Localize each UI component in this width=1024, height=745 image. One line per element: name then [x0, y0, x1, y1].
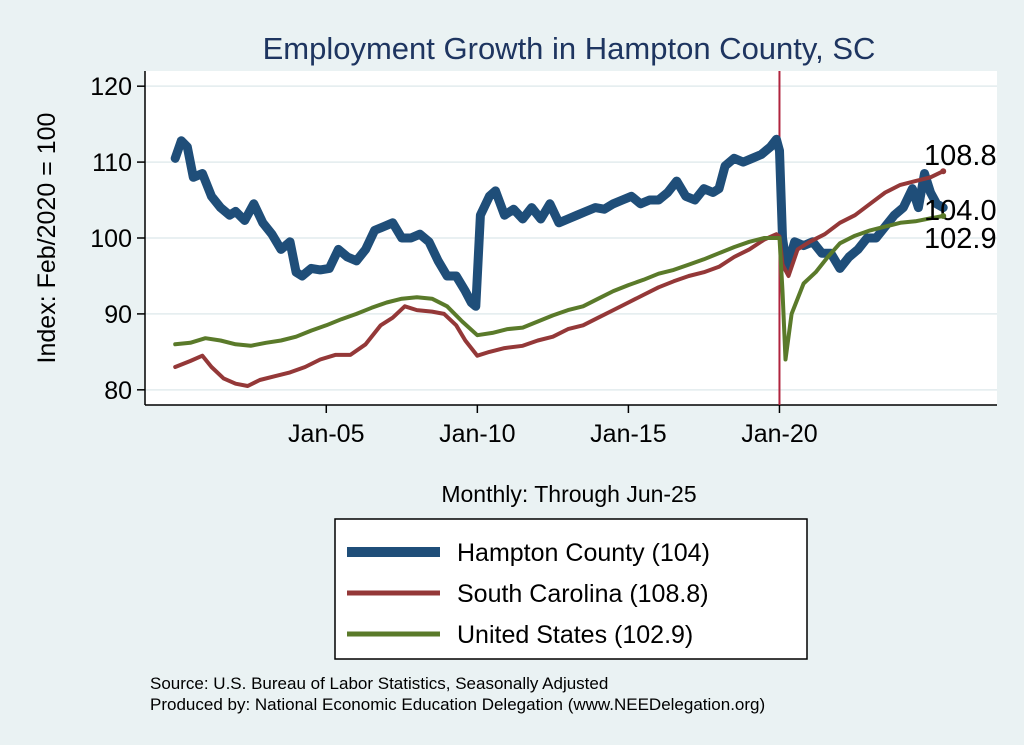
series-lines [170, 134, 948, 388]
series-line-hampton-county [170, 134, 948, 311]
x-tick-label: Jan-05 [288, 420, 364, 448]
source-note: Source: U.S. Bureau of Labor Statistics,… [150, 674, 608, 693]
y-axis-ticks: 80 90 100 110 120 [90, 73, 145, 405]
y-tick-label: 120 [90, 73, 132, 101]
legend-label: South Carolina (108.8) [457, 580, 709, 608]
chart-title: Employment Growth in Hampton County, SC [263, 31, 876, 66]
y-tick-label: 90 [104, 301, 132, 329]
y-tick-label: 100 [90, 225, 132, 253]
legend-label: United States (102.9) [457, 621, 693, 649]
x-axis-title: Monthly: Through Jun-25 [441, 481, 696, 507]
end-value-labels: 104.0 108.8 102.9 [924, 140, 997, 255]
x-axis-ticks: Jan-05 Jan-10 Jan-15 Jan-20 [288, 405, 818, 448]
end-value-label: 102.9 [924, 223, 997, 255]
end-point-marker [940, 212, 947, 219]
end-value-label: 104.0 [924, 195, 997, 227]
producer-note: Produced by: National Economic Education… [150, 695, 765, 714]
y-tick-label: 110 [92, 149, 132, 177]
end-value-label: 108.8 [924, 140, 997, 172]
y-axis-title: Index: Feb/2020 = 100 [33, 113, 61, 364]
x-tick-label: Jan-15 [590, 420, 666, 448]
end-point-marker [940, 168, 947, 175]
series-line-south-carolina [173, 169, 946, 388]
x-tick-label: Jan-20 [741, 420, 817, 448]
x-tick-label: Jan-10 [439, 420, 515, 448]
y-tick-label: 80 [104, 377, 132, 405]
legend: Hampton County (104) South Carolina (108.… [334, 518, 808, 660]
series-line-united-states [173, 214, 946, 362]
end-point-marker [940, 204, 947, 211]
gridlines [145, 85, 997, 391]
legend-label: Hampton County (104) [457, 539, 710, 567]
